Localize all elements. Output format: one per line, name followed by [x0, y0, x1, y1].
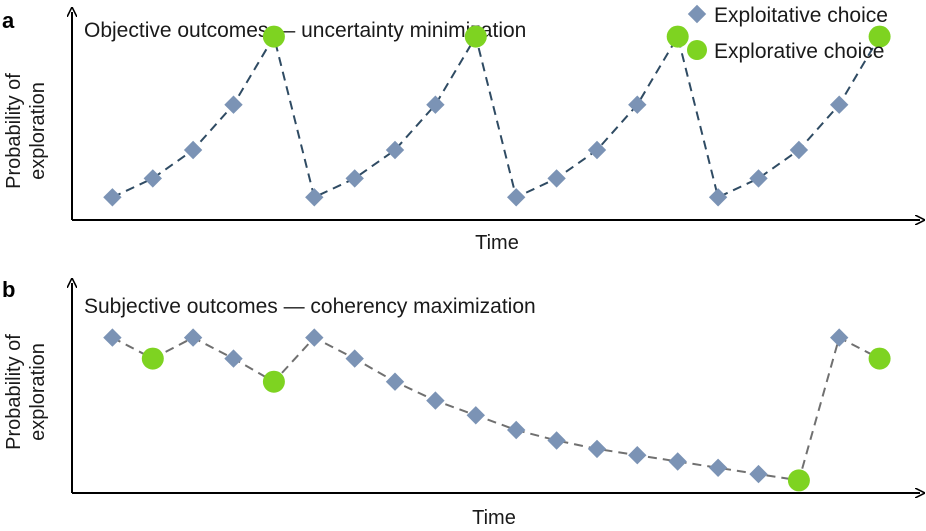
explorative-point [868, 25, 891, 48]
exploitative-point [426, 391, 445, 410]
legend-explore-circle-icon [687, 40, 707, 60]
exploitative-point [143, 169, 162, 188]
y-axis-label-a-line1: Probability of [3, 73, 25, 189]
exploitative-point [345, 349, 364, 368]
chart-title-a: Objective outcomes — uncertainty minimiz… [84, 19, 526, 42]
explorative-point [666, 25, 689, 48]
exploitative-point [628, 446, 647, 465]
exploitative-point [507, 420, 526, 440]
exploitative-point [708, 458, 728, 477]
exploitative-point [749, 169, 768, 188]
panel-label-b: b [2, 277, 15, 302]
exploitative-point [547, 169, 566, 188]
exploitative-point [668, 452, 687, 471]
y-axis-label-b-line2: exploration [27, 343, 49, 441]
exploitative-point [183, 140, 203, 160]
explorative-point [141, 347, 164, 370]
exploitative-point [224, 95, 243, 114]
exploitative-point [587, 140, 607, 160]
explorative-point [868, 347, 891, 370]
exploitative-point [628, 95, 647, 114]
exploitative-point [830, 95, 849, 114]
exploitative-point [305, 188, 324, 207]
explorative-point [787, 469, 810, 492]
exploitative-point [466, 406, 485, 425]
exploitative-point [587, 439, 607, 459]
series-line [111, 34, 881, 199]
legend-exploit-label: Exploitative choice [714, 4, 888, 27]
exploitative-point [708, 188, 728, 207]
explorative-point [262, 25, 285, 48]
exploitative-point [345, 169, 364, 188]
explorative-point [262, 370, 285, 393]
exploitative-point [103, 328, 122, 347]
exploitative-point [507, 188, 526, 207]
series-b-marks [103, 328, 891, 492]
exploitative-point [224, 349, 243, 368]
exploitative-point [789, 140, 809, 160]
legend-explore-label: Explorative choice [714, 40, 884, 63]
chart-title-b: Subjective outcomes — coherency maximiza… [84, 295, 536, 318]
x-axis-label-a: Time [475, 232, 519, 254]
exploitative-point [385, 372, 405, 391]
series-a-marks [103, 25, 891, 207]
exploitative-point [547, 431, 566, 450]
exploitative-point [103, 188, 122, 207]
exploitative-point [183, 328, 203, 347]
y-axis-label-b-line1: Probability of [3, 334, 25, 450]
exploitative-point [385, 140, 405, 160]
y-axis-label-a-line2: exploration [27, 82, 49, 180]
legend: Exploitative choice Explorative choice [687, 4, 888, 63]
legend-exploit-diamond-icon [687, 4, 707, 24]
panel-label-a: a [2, 8, 15, 33]
x-axis-label-b: Time [472, 507, 516, 529]
exploitative-point [426, 95, 445, 114]
exploitative-point [305, 328, 324, 347]
explorative-point [464, 25, 487, 48]
panel-b: b Subjective outcomes — coherency maximi… [2, 277, 920, 529]
exploitative-point [830, 328, 849, 347]
exploitative-point [749, 464, 768, 484]
panel-a: a Objective outcomes — uncertainty minim… [2, 8, 920, 254]
